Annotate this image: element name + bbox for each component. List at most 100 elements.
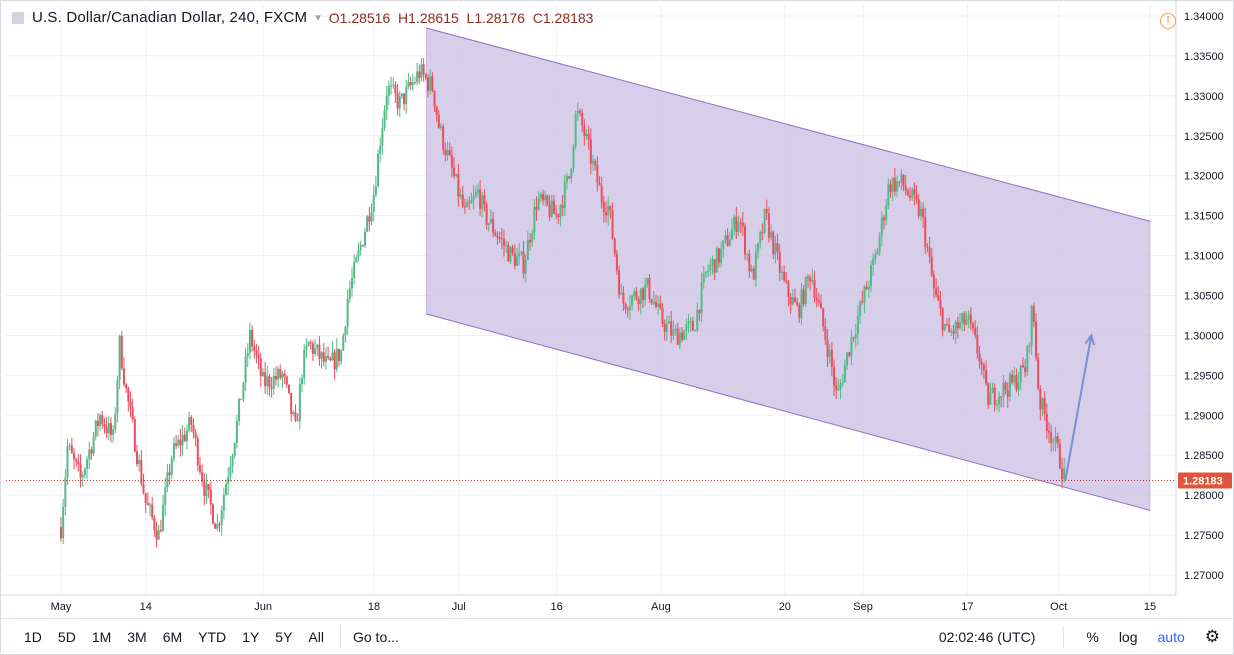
last-price-tag [1178, 472, 1232, 489]
candle-body [607, 205, 610, 216]
range-1d-button[interactable]: 1D [24, 629, 42, 645]
candle-body [874, 254, 877, 259]
candle-body [133, 419, 136, 452]
candle-body [290, 392, 293, 414]
candle-body [956, 322, 959, 329]
percent-scale-button[interactable]: % [1086, 629, 1099, 645]
candle-body [285, 376, 288, 385]
candle-body [233, 443, 236, 456]
candle-body [426, 77, 429, 91]
candle-body [891, 178, 894, 193]
channel-lower-line [426, 313, 1151, 511]
candle-body [400, 93, 403, 97]
candle-body [633, 291, 636, 296]
range-1y-button[interactable]: 1Y [242, 629, 260, 645]
candle-body [531, 232, 534, 243]
candle-body [90, 449, 93, 454]
candle-body [565, 176, 568, 182]
goto-button[interactable]: Go to... [352, 629, 399, 645]
candle-body [225, 484, 228, 496]
candle-body [1004, 382, 1007, 391]
candle-body [485, 204, 488, 226]
chevron-down-icon[interactable]: ▾ [315, 12, 321, 24]
candle-body [998, 396, 1001, 405]
candle-body [116, 379, 119, 414]
candle-body [268, 376, 271, 388]
candle-body [798, 304, 801, 318]
descending-channel[interactable] [425, 27, 1151, 511]
candle-body [683, 330, 686, 340]
candle-body [872, 258, 875, 265]
candle-body [418, 71, 421, 78]
candle-body [492, 218, 495, 233]
candle-body [555, 213, 558, 215]
candle-body [826, 339, 829, 358]
candle-body [733, 216, 736, 229]
candle-body [739, 222, 742, 224]
y-tick-label: 1.32000 [1184, 171, 1224, 183]
arrow-head [1084, 333, 1095, 346]
candle-body [581, 113, 584, 126]
candle-body [198, 465, 201, 472]
candle-body [711, 259, 714, 265]
candle-body [605, 212, 608, 216]
range-3m-button[interactable]: 3M [127, 629, 147, 645]
auto-scale-button[interactable]: auto [1157, 629, 1185, 645]
candle-body [778, 251, 781, 273]
candle-body [913, 189, 916, 196]
candle-body [958, 322, 961, 329]
gear-icon[interactable]: ⚙ [1204, 627, 1220, 646]
candle-body [496, 235, 499, 238]
range-5d-button[interactable]: 5D [57, 629, 76, 645]
candle-body [741, 222, 744, 227]
symbol-legend[interactable]: U.S. Dollar/Canadian Dollar, 240, FXCM ▾… [12, 9, 593, 26]
range-ytd-button[interactable]: YTD [198, 629, 227, 645]
candle-body [657, 303, 660, 308]
candle-body [628, 305, 631, 311]
candle-body [209, 489, 212, 505]
overlays: 1.28183 [6, 333, 1232, 489]
candle-body [668, 321, 671, 324]
utc-clock[interactable]: 02:02:46 (UTC) [938, 629, 1036, 645]
candle-body [214, 523, 217, 529]
candle-body [344, 326, 347, 336]
candle-body [305, 346, 308, 351]
symbol-title[interactable]: U.S. Dollar/Canadian Dollar, 240, FXCM [32, 9, 308, 26]
candle-body [982, 364, 985, 371]
candle-body [869, 264, 872, 287]
candle-body [259, 358, 262, 377]
range-all-button[interactable]: All [308, 629, 324, 645]
range-5y-button[interactable]: 5Y [275, 629, 293, 645]
candle-body [333, 352, 336, 370]
y-tick-label: 1.29000 [1184, 410, 1224, 422]
candle-body [238, 398, 241, 421]
candle-body [255, 350, 258, 355]
candle-body [750, 268, 753, 272]
candle-body [101, 415, 104, 425]
candle-body [170, 458, 173, 475]
candle-body [1030, 305, 1033, 346]
range-1m-button[interactable]: 1M [91, 629, 112, 645]
candle-body [355, 257, 358, 263]
candle-body [954, 322, 957, 334]
candle-body [793, 297, 796, 303]
candle-body [806, 276, 809, 278]
candle-body [483, 195, 486, 205]
candle-body [681, 332, 684, 340]
candle-body [789, 297, 792, 305]
last-price-label: 1.28183 [1183, 476, 1223, 488]
candle-body [153, 517, 156, 531]
alert-icon[interactable]: ! [1160, 13, 1176, 29]
range-6m-button[interactable]: 6M [162, 629, 183, 645]
candle-body [253, 346, 256, 351]
candle-body [930, 256, 933, 275]
candle-body [131, 407, 134, 420]
candle-body [240, 398, 243, 400]
candle-body [865, 286, 868, 290]
log-scale-button[interactable]: log [1118, 629, 1138, 645]
candle-body [650, 298, 653, 304]
price-chart[interactable]: 1.28183 1.34000 1.33500 1.33000 1.32500 1.32… [0, 0, 1234, 618]
candle-body [937, 295, 940, 301]
candle-body [474, 192, 477, 196]
candle-body [720, 248, 723, 263]
